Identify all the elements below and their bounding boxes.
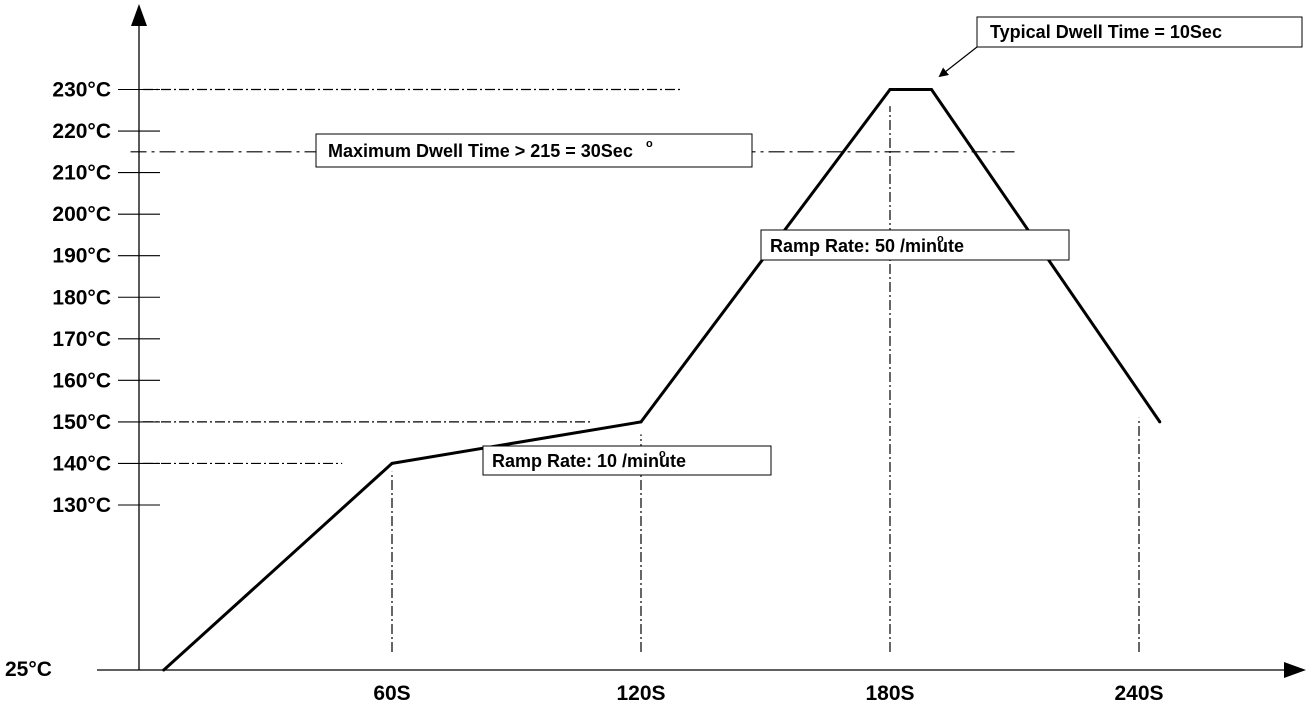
x-tick-label: 180S bbox=[865, 682, 914, 705]
y-tick-label: 160°C bbox=[52, 369, 111, 392]
profile-point bbox=[390, 461, 394, 465]
y-axis-arrow-icon bbox=[131, 4, 147, 26]
annotation-max-dwell: Maximum Dwell Time > 215 = 30Sec o bbox=[315, 133, 753, 168]
y-tick-label: 220°C bbox=[52, 120, 111, 143]
y-tick-label: 190°C bbox=[52, 245, 111, 268]
y-tick-label: 210°C bbox=[52, 162, 111, 185]
y-axis-ticks: 130°C 140°C 150°C 160°C 170°C 180°C 190°C 200°C… bbox=[52, 79, 160, 517]
profile-point bbox=[639, 420, 643, 424]
y-tick-label: 180°C bbox=[52, 286, 111, 309]
annotation-typical-dwell-text: Typical Dwell Time = 10Sec bbox=[990, 22, 1222, 42]
x-tick-label: 240S bbox=[1114, 682, 1163, 705]
annotation-ramp-rate-10-text: Ramp Rate: 10 /minute bbox=[492, 451, 686, 471]
series-group bbox=[162, 88, 1162, 672]
annotation-ramp-rate-50-text: Ramp Rate: 50 /minute bbox=[770, 236, 964, 256]
degree-superscript: o bbox=[937, 233, 944, 245]
y-tick-label: 170°C bbox=[52, 328, 111, 351]
annotation-arrow bbox=[938, 46, 978, 78]
annotation-typical-dwell: Typical Dwell Time = 10Sec bbox=[938, 16, 1303, 78]
x-tick-label: 120S bbox=[616, 682, 665, 705]
profile-point bbox=[1158, 420, 1162, 424]
profile-point bbox=[162, 668, 166, 672]
annotation-ramp-rate-10: Ramp Rate: 10 /minute o bbox=[482, 445, 772, 476]
y-tick-label: 130°C bbox=[52, 494, 111, 517]
x-tick-label: 60S bbox=[373, 682, 410, 705]
y-tick-label: 230°C bbox=[52, 79, 111, 102]
profile-point bbox=[888, 88, 892, 91]
annotation-max-dwell-text: Maximum Dwell Time > 215 = 30Sec bbox=[328, 141, 633, 161]
temperature-profile-line bbox=[162, 88, 1162, 672]
y-tick-label: 140°C bbox=[52, 452, 111, 475]
profile-point bbox=[930, 88, 933, 91]
y-tick-label: 150°C bbox=[52, 411, 111, 434]
x-axis-ticks: 60S 120S 180S 240S bbox=[373, 682, 1163, 705]
degree-superscript: o bbox=[646, 138, 653, 150]
annotation-ramp-rate-50: Ramp Rate: 50 /minute o bbox=[760, 229, 1070, 261]
x-axis-arrow-icon bbox=[1284, 662, 1306, 678]
degree-superscript: o bbox=[659, 448, 666, 460]
y-origin-label: 25°C bbox=[5, 658, 52, 681]
y-tick-label: 200°C bbox=[52, 203, 111, 226]
